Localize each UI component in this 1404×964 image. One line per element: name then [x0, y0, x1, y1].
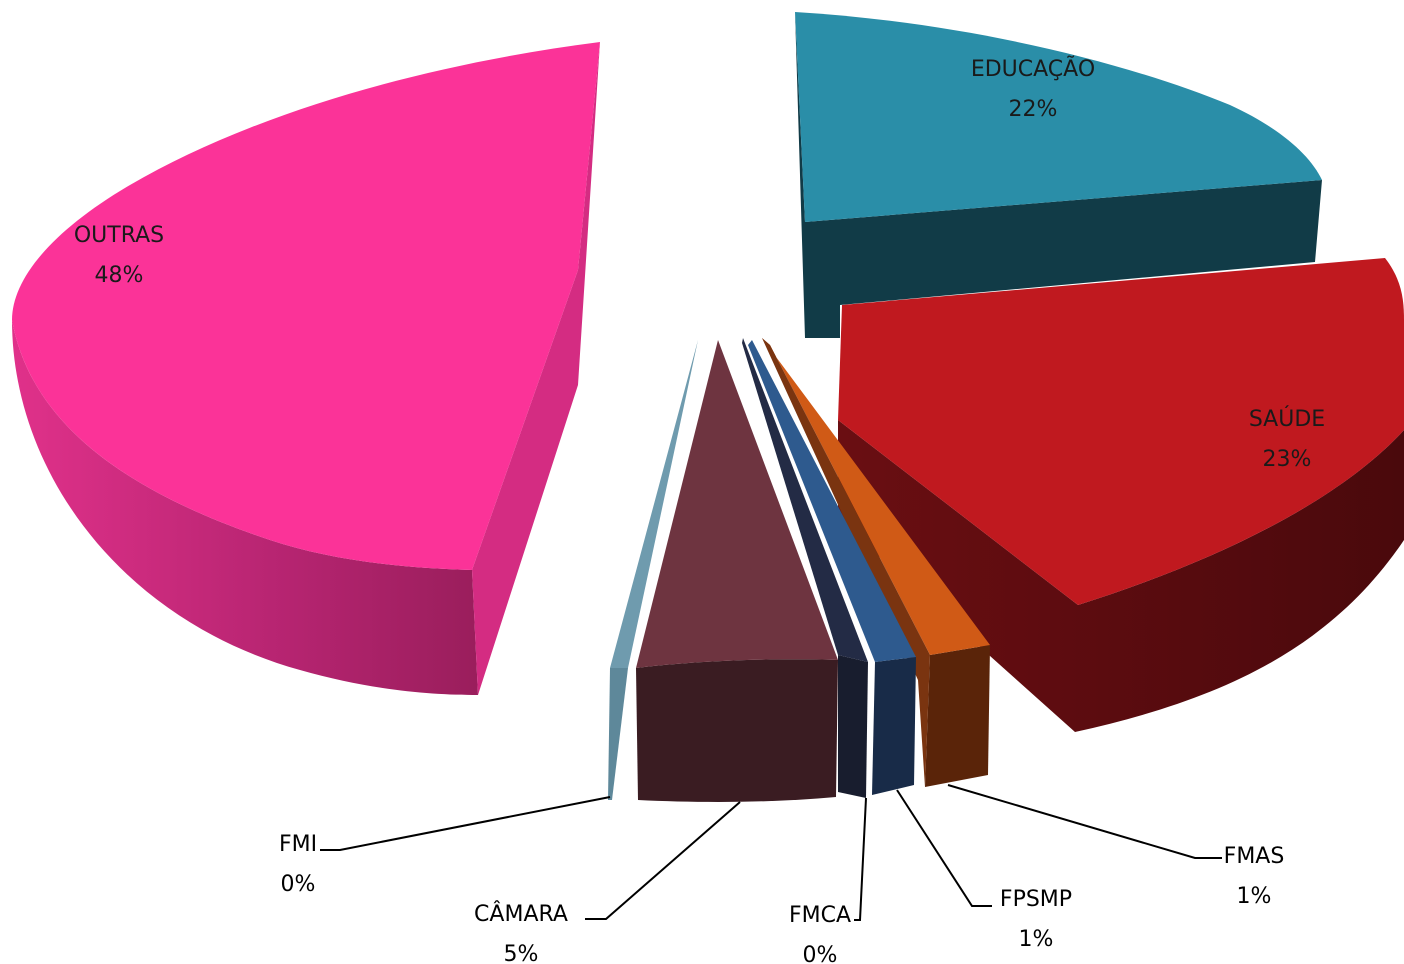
fpsmp-label: FPSMP [1000, 887, 1072, 912]
fmca-value: 0% [803, 943, 838, 964]
slice-camara-top [636, 340, 838, 668]
slice-fpsmp-top [748, 340, 916, 662]
saude-value: 23% [1263, 447, 1312, 472]
slice-fpsmp [748, 340, 916, 795]
leader-fmas [947, 784, 1222, 859]
educacao-value: 22% [1009, 97, 1058, 122]
fmi-value: 0% [281, 872, 316, 897]
slice-outras-top [12, 42, 600, 570]
slice-outras: OUTRAS 48% [12, 42, 600, 695]
slice-fmi [608, 340, 698, 800]
slice-camara [636, 340, 838, 802]
fmas-label: FMAS [1224, 844, 1285, 869]
fmca-label: FMCA [789, 903, 851, 928]
slice-educacao-top [795, 12, 1322, 222]
leader-lines [320, 784, 1222, 921]
outras-label: OUTRAS [74, 223, 164, 248]
slice-camara-side [636, 659, 838, 802]
slice-outras-edge [472, 42, 600, 695]
slice-educacao-side [795, 12, 1322, 338]
slice-fpsmp-side [872, 657, 916, 795]
slice-saude-top [838, 258, 1404, 605]
slice-fmi-top [610, 340, 698, 668]
slice-fmca-side [838, 655, 868, 798]
outras-value: 48% [95, 263, 144, 288]
leader-fpsmp [896, 789, 992, 907]
slice-fmca [742, 338, 868, 798]
fmi-label: FMI [279, 832, 317, 857]
leader-fmi [320, 796, 611, 851]
fpsmp-value: 1% [1019, 927, 1054, 952]
slice-outras-side [12, 320, 478, 695]
leader-camara [585, 801, 741, 920]
saude-label: SAÚDE [1249, 406, 1325, 432]
slice-educacao: EDUCAÇÃO 22% [795, 12, 1322, 338]
slice-fmi-side [608, 668, 628, 800]
fmas-value: 1% [1237, 884, 1272, 909]
educacao-label: EDUCAÇÃO [971, 55, 1095, 82]
leader-fmca [854, 797, 867, 921]
slice-fmas-side [925, 645, 990, 787]
slice-saude: SAÚDE 23% [838, 258, 1404, 732]
slice-fmas [762, 338, 990, 787]
camara-label: CÂMARA [474, 901, 568, 927]
slice-fmas-top [762, 338, 990, 655]
slice-fmca-top [742, 338, 868, 662]
camara-value: 5% [504, 942, 539, 964]
slice-saude-side [838, 420, 1404, 732]
